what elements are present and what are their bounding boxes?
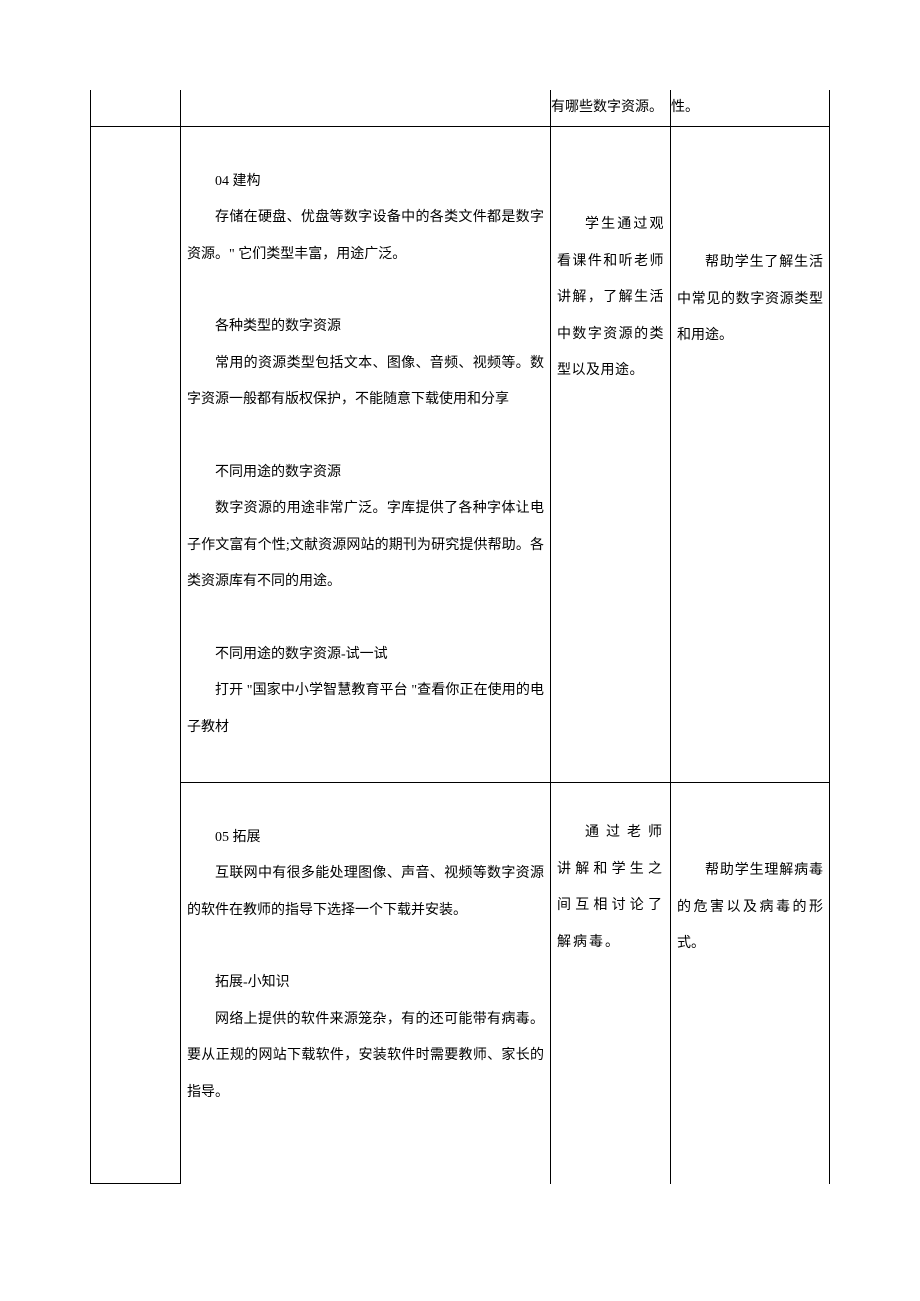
table-row: 04 建构 存储在硬盘、优盘等数字设备中的各类文件都是数字资源。" 它们类型丰富… [91, 127, 830, 783]
subheading: 拓展-小知识 [187, 965, 544, 1001]
cell-col3: 学生通过观看课件和听老师讲解，了解生活中数字资源的类型以及用途。 [551, 127, 671, 783]
subheading: 不同用途的数字资源-试一试 [187, 637, 544, 673]
paragraph: 数字资源的用途非常广泛。字库提供了各种字体让电子作文富有个性;文献资源网站的期刊… [187, 491, 544, 600]
fragment-text: 性。 [671, 90, 829, 126]
cell-col4: 性。 [671, 90, 830, 127]
section-heading: 04 建构 [187, 164, 544, 200]
page: 有哪些数字资源。 性。 04 建构 存储在硬盘、优盘等数字设备中的各类文件都是数… [0, 0, 920, 1301]
design-intent: 帮助学生理解病毒的危害以及病毒的形式。 [677, 853, 823, 962]
cell-col1 [91, 90, 181, 127]
paragraph: 存储在硬盘、优盘等数字设备中的各类文件都是数字资源。" 它们类型丰富，用途广泛。 [187, 200, 544, 273]
cell-col1 [91, 127, 181, 1184]
design-intent: 帮助学生了解生活中常见的数字资源类型和用途。 [677, 245, 823, 354]
student-activity: 通过老师讲解和学生之间互相讨论了解病毒。 [557, 815, 664, 961]
lesson-table: 有哪些数字资源。 性。 04 建构 存储在硬盘、优盘等数字设备中的各类文件都是数… [90, 90, 830, 1184]
subheading: 各种类型的数字资源 [187, 309, 544, 345]
table-row: 05 拓展 互联网中有很多能处理图像、声音、视频等数字资源的软件在教师的指导下选… [91, 783, 830, 1184]
cell-col4: 帮助学生理解病毒的危害以及病毒的形式。 [671, 783, 830, 1184]
fragment-text: 有哪些数字资源。 [551, 90, 670, 126]
paragraph: 互联网中有很多能处理图像、声音、视频等数字资源的软件在教师的指导下选择一个下载并… [187, 856, 544, 929]
cell-col2 [181, 90, 551, 127]
paragraph: 网络上提供的软件来源笼杂，有的还可能带有病毒。要从正规的网站下载软件，安装软件时… [187, 1002, 544, 1111]
section-heading: 05 拓展 [187, 820, 544, 856]
cell-col2: 05 拓展 互联网中有很多能处理图像、声音、视频等数字资源的软件在教师的指导下选… [181, 783, 551, 1184]
paragraph: 常用的资源类型包括文本、图像、音频、视频等。数字资源一般都有版权保护，不能随意下… [187, 346, 544, 419]
subheading: 不同用途的数字资源 [187, 455, 544, 491]
table-row: 有哪些数字资源。 性。 [91, 90, 830, 127]
cell-col3: 有哪些数字资源。 [551, 90, 671, 127]
cell-col2: 04 建构 存储在硬盘、优盘等数字设备中的各类文件都是数字资源。" 它们类型丰富… [181, 127, 551, 783]
cell-col3: 通过老师讲解和学生之间互相讨论了解病毒。 [551, 783, 671, 1184]
paragraph: 打开 "国家中小学智慧教育平台 "查看你正在使用的电子教材 [187, 673, 544, 746]
cell-col4: 帮助学生了解生活中常见的数字资源类型和用途。 [671, 127, 830, 783]
student-activity: 学生通过观看课件和听老师讲解，了解生活中数字资源的类型以及用途。 [557, 207, 664, 389]
